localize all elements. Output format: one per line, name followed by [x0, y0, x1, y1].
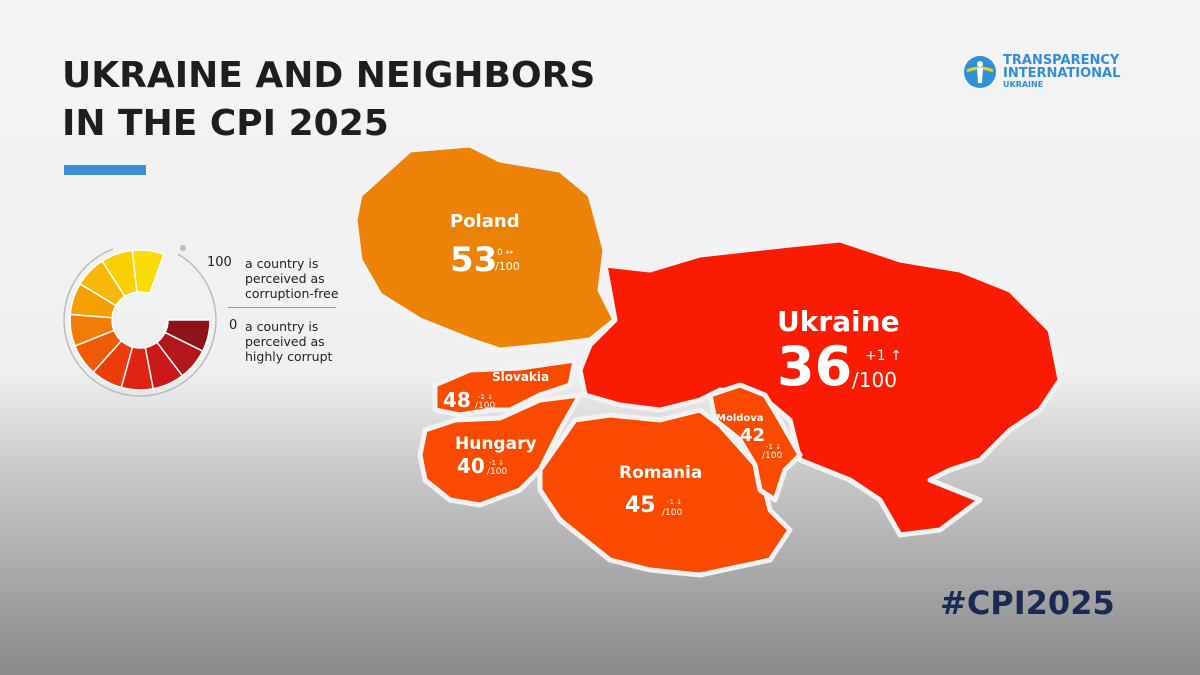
poland-max: /100: [495, 260, 520, 273]
legend-max-text: a country is perceived as corruption-fre…: [245, 256, 339, 301]
hashtag: #CPI2025: [940, 584, 1115, 622]
poland-score: 53: [450, 240, 498, 280]
moldova-max: /100: [762, 451, 783, 461]
map: [352, 142, 1063, 578]
globe-icon: [964, 55, 996, 88]
moldova-change: -1 ↓: [766, 443, 782, 451]
slovakia-max: /100: [475, 401, 496, 411]
country-romania[interactable]: [537, 407, 793, 578]
country-ukraine[interactable]: [577, 237, 1063, 538]
romania-label: Romania: [619, 463, 703, 483]
romania-score: 45: [625, 493, 656, 518]
legend-divider: [228, 307, 336, 308]
slovakia-score: 48: [443, 388, 471, 412]
poland-label: Poland: [450, 211, 520, 232]
donut-segment: [164, 319, 211, 353]
romania-max: /100: [662, 508, 683, 518]
moldova-label: Moldova: [716, 413, 764, 424]
transparency-international-logo: TRANSPARENCY INTERNATIONAL UKRAINE: [963, 54, 1120, 89]
ukraine-label: Ukraine: [777, 305, 900, 338]
cpi-scale-donut: [69, 249, 211, 391]
ukraine-change: +1 ↑: [865, 348, 902, 364]
ukraine-score: 36: [777, 335, 853, 398]
country-slovakia[interactable]: [432, 357, 578, 418]
hungary-score: 40: [457, 454, 485, 478]
moldova-score: 42: [740, 425, 766, 446]
romania-change: -1 ↓: [667, 498, 683, 506]
page-title: UKRAINE AND NEIGHBORS IN THE CPI 2025: [62, 55, 596, 144]
poland-change: 0 ↔: [497, 248, 514, 258]
hungary-label: Hungary: [455, 434, 537, 454]
legend-max: 100: [207, 255, 232, 270]
hungary-max: /100: [487, 467, 508, 477]
hungary-change: -1 ↓: [489, 459, 505, 467]
slovakia-label: Slovakia: [492, 370, 550, 384]
legend-min: 0: [229, 318, 238, 333]
ukraine-max: /100: [852, 368, 897, 392]
accent-bar: [64, 165, 146, 175]
legend-min-text: a country is perceived as highly corrupt: [245, 319, 333, 364]
slovakia-change: -1 ↓: [478, 393, 494, 401]
country-moldova[interactable]: [707, 382, 803, 503]
